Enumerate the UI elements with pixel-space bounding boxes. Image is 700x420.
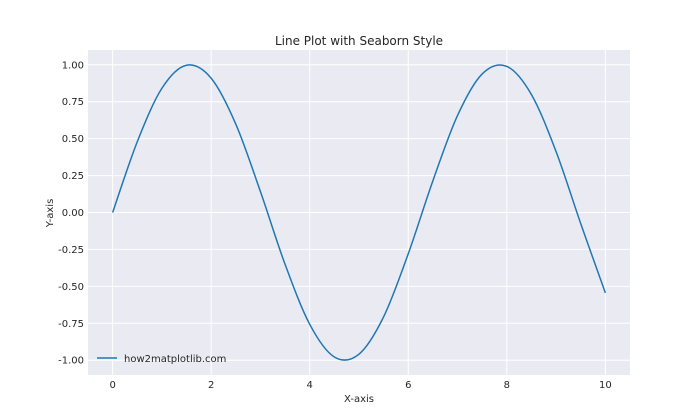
x-tick-label: 8 bbox=[504, 380, 510, 391]
x-tick-label: 4 bbox=[307, 380, 313, 391]
y-tick-label: 0.75 bbox=[62, 97, 84, 108]
x-tick-label: 0 bbox=[109, 380, 115, 391]
y-tick-label: 0.50 bbox=[62, 134, 84, 145]
series-line-0 bbox=[111, 64, 607, 361]
legend-entry-label: how2matplotlib.com bbox=[124, 354, 226, 365]
y-tick-label: -0.50 bbox=[58, 282, 84, 293]
y-tick-label: -0.75 bbox=[58, 319, 84, 330]
y-tick-label: 0.00 bbox=[62, 208, 84, 219]
x-tick-label: 10 bbox=[599, 380, 612, 391]
chart-title: Line Plot with Seaborn Style bbox=[275, 34, 443, 48]
legend: how2matplotlib.com bbox=[97, 354, 226, 365]
y-tick-label: 0.25 bbox=[62, 171, 84, 182]
grid bbox=[88, 50, 630, 375]
y-tick-label: -0.25 bbox=[58, 245, 84, 256]
y-tick-label: -1.00 bbox=[58, 356, 84, 367]
x-tick-label: 2 bbox=[208, 380, 214, 391]
y-tick-label: 1.00 bbox=[62, 60, 84, 71]
x-tick-label: 6 bbox=[405, 380, 411, 391]
x-axis-label: X-axis bbox=[344, 394, 374, 405]
series-layer bbox=[111, 64, 607, 361]
y-axis-label: Y-axis bbox=[45, 199, 56, 229]
tick-labels: 0 2 4 6 8 10 1.00 0.75 0.50 0.25 0.00 -0.25 -0.50 -0.… bbox=[58, 60, 612, 391]
